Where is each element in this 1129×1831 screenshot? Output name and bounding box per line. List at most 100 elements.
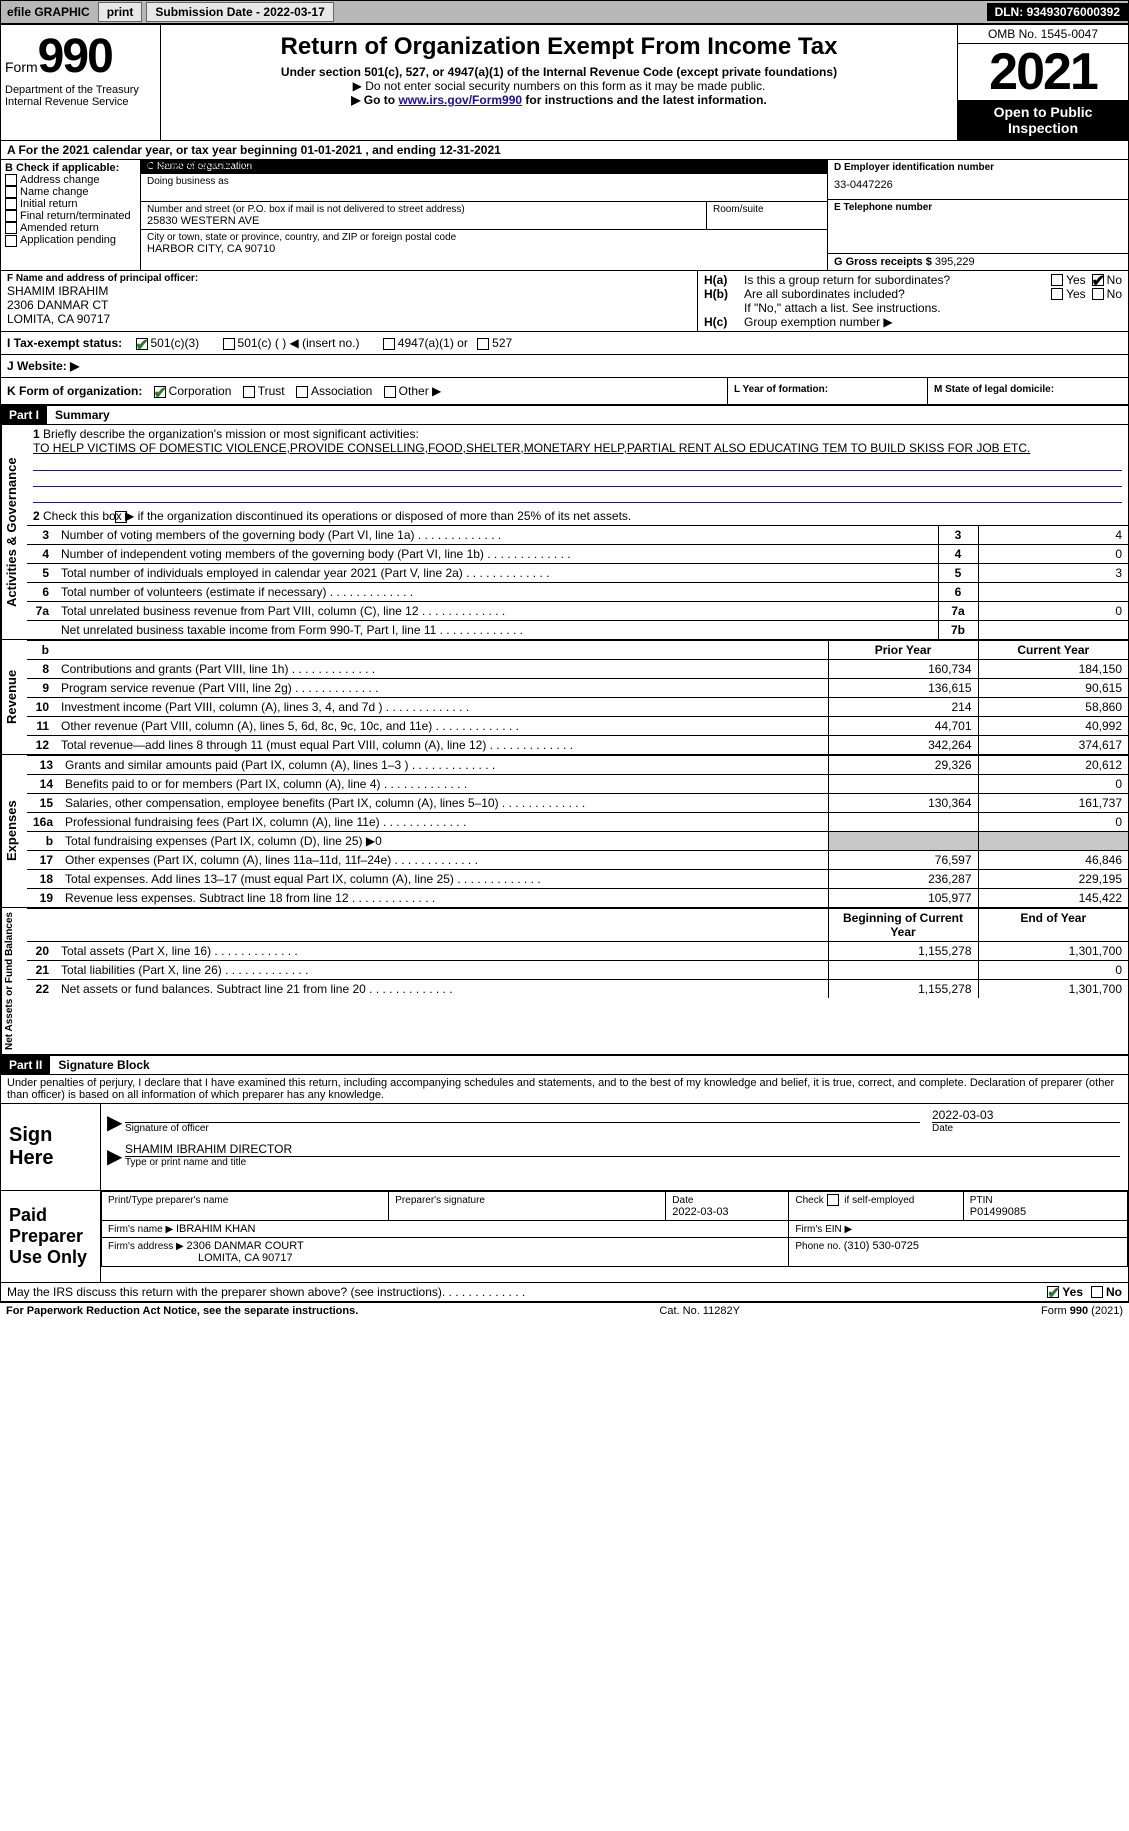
table-row: 8Contributions and grants (Part VIII, li… [27,660,1128,679]
sig-date-line: 2022-03-03 [932,1122,1120,1123]
org-name: NISWA ASSOCIATION INC [147,159,821,171]
sig-arrow-icon: ▶ [107,1110,122,1135]
table-row: 11Other revenue (Part VIII, column (A), … [27,717,1128,736]
may-yes: Yes [1062,1285,1083,1299]
chk-corp[interactable] [154,386,166,398]
l-label: L Year of formation: [728,378,928,404]
chk-527[interactable] [477,338,489,350]
chk-ha-no[interactable] [1092,274,1104,286]
chk-address-change[interactable] [5,174,17,186]
opt-address-change: Address change [20,174,100,186]
city: HARBOR CITY, CA 90710 [147,243,821,255]
table-netassets: Beginning of Current Year End of Year 20… [27,908,1128,998]
period-mid: , and ending [365,143,439,157]
block-revenue: Revenue b Prior Year Current Year 8Contr… [0,640,1129,755]
table-row: 9Program service revenue (Part VIII, lin… [27,679,1128,698]
table-row: 5Total number of individuals employed in… [27,564,1128,583]
chk-other[interactable] [384,386,396,398]
hc-label: H(c) [704,315,744,329]
table-row: 21Total liabilities (Part X, line 26)0 [27,961,1128,980]
part1-title: Summary [47,406,1128,424]
chk-q2[interactable] [115,511,127,523]
sign-here-label: Sign Here [1,1104,101,1190]
officer-addr2: LOMITA, CA 90717 [7,312,691,326]
table-row: 13Grants and similar amounts paid (Part … [27,756,1128,775]
phone-label: E Telephone number [834,202,1122,213]
part2-bar: Part II Signature Block [0,1055,1129,1075]
pp-sig-lbl: Preparer's signature [395,1195,485,1206]
ha-yes: Yes [1066,273,1086,287]
ha-label: H(a) [704,273,744,287]
irs-link[interactable]: www.irs.gov/Form990 [398,93,522,107]
chk-4947[interactable] [383,338,395,350]
i-label: I Tax-exempt status: [7,336,122,350]
sig-name-cap: Type or print name and title [101,1157,1128,1172]
table-row: 20Total assets (Part X, line 16)1,155,27… [27,942,1128,961]
period-label: A For the 2021 calendar year, or tax yea… [7,143,301,157]
period-begin: 01-01-2021 [301,143,362,157]
period-end: 12-31-2021 [439,143,500,157]
firm-addr2: LOMITA, CA 90717 [108,1252,293,1264]
table-row: 10Investment income (Part VIII, column (… [27,698,1128,717]
ha-text: Is this a group return for subordinates? [744,273,1051,287]
chk-501c[interactable] [223,338,235,350]
dept-label: Department of the Treasury Internal Reve… [5,84,156,108]
ha-no: No [1107,273,1122,287]
may-irs-text: May the IRS discuss this return with the… [7,1285,442,1299]
box-h: H(a) Is this a group return for subordin… [698,271,1128,331]
chk-501c3[interactable] [136,338,148,350]
submission-date: 2022-03-17 [263,5,324,19]
chk-final-return[interactable] [5,210,17,222]
signature-block: Sign Here ▶ Signature of officer 2022-03… [0,1103,1129,1283]
part2-title: Signature Block [50,1056,1128,1074]
j-label: J Website: ▶ [7,359,79,373]
chk-hb-no[interactable] [1092,288,1104,300]
chk-ha-yes[interactable] [1051,274,1063,286]
tax-year: 2021 [958,44,1128,100]
form-word: Form [5,59,38,75]
chk-application-pending[interactable] [5,235,17,247]
table-row: 22Net assets or fund balances. Subtract … [27,980,1128,999]
goto-post: for instructions and the latest informat… [522,93,767,107]
sig-arrow2-icon: ▶ [107,1144,122,1169]
dln-box: DLN: 93493076000392 [987,3,1128,21]
table-revenue: b Prior Year Current Year 8Contributions… [27,640,1128,754]
vlabel-ag: Activities & Governance [1,425,27,639]
pp-ptin-lbl: PTIN [970,1195,993,1206]
firm-name-lbl: Firm's name ▶ [108,1224,176,1235]
chk-trust[interactable] [243,386,255,398]
may-no: No [1106,1285,1122,1299]
chk-may-yes[interactable] [1047,1286,1059,1298]
header-right: OMB No. 1545-0047 2021 Open to Public In… [958,25,1128,140]
firm-ein-lbl: Firm's EIN ▶ [795,1224,852,1235]
ein-label: D Employer identification number [834,162,1122,173]
f-label: F Name and address of principal officer: [7,273,691,284]
q2: Check this box ▶ if the organization dis… [43,509,631,523]
chk-name-change[interactable] [5,186,17,198]
chk-amended-return[interactable] [5,222,17,234]
opt-name-change: Name change [20,186,89,198]
submission-date-button[interactable]: Submission Date - 2022-03-17 [146,2,333,22]
pp-self-lbl: Check if self-employed [795,1195,914,1206]
chk-hb-yes[interactable] [1051,288,1063,300]
hb-no: No [1107,287,1122,301]
box-b-title: B Check if applicable: [5,162,136,174]
hb-note: If "No," attach a list. See instructions… [704,301,1122,315]
chk-self-employed[interactable] [827,1194,839,1206]
mission: TO HELP VICTIMS OF DOMESTIC VIOLENCE,PRO… [33,441,1030,455]
table-row: 14Benefits paid to or for members (Part … [27,775,1128,794]
chk-may-no[interactable] [1091,1286,1103,1298]
chk-initial-return[interactable] [5,198,17,210]
block-ag: Activities & Governance 1 Briefly descri… [0,425,1129,640]
print-button[interactable]: print [98,2,143,22]
table-row: 12Total revenue—add lines 8 through 11 (… [27,736,1128,755]
ein-value: 33-0447226 [834,173,1122,197]
table-row: 3Number of voting members of the governi… [27,526,1128,545]
m-label: M State of legal domicile: [928,378,1128,404]
table-row: 15Salaries, other compensation, employee… [27,794,1128,813]
table-row: 19Revenue less expenses. Subtract line 1… [27,889,1128,908]
firm-name: IBRAHIM KHAN [176,1223,255,1235]
dba-value [147,187,821,199]
chk-assoc[interactable] [296,386,308,398]
table-row: 18Total expenses. Add lines 13–17 (must … [27,870,1128,889]
